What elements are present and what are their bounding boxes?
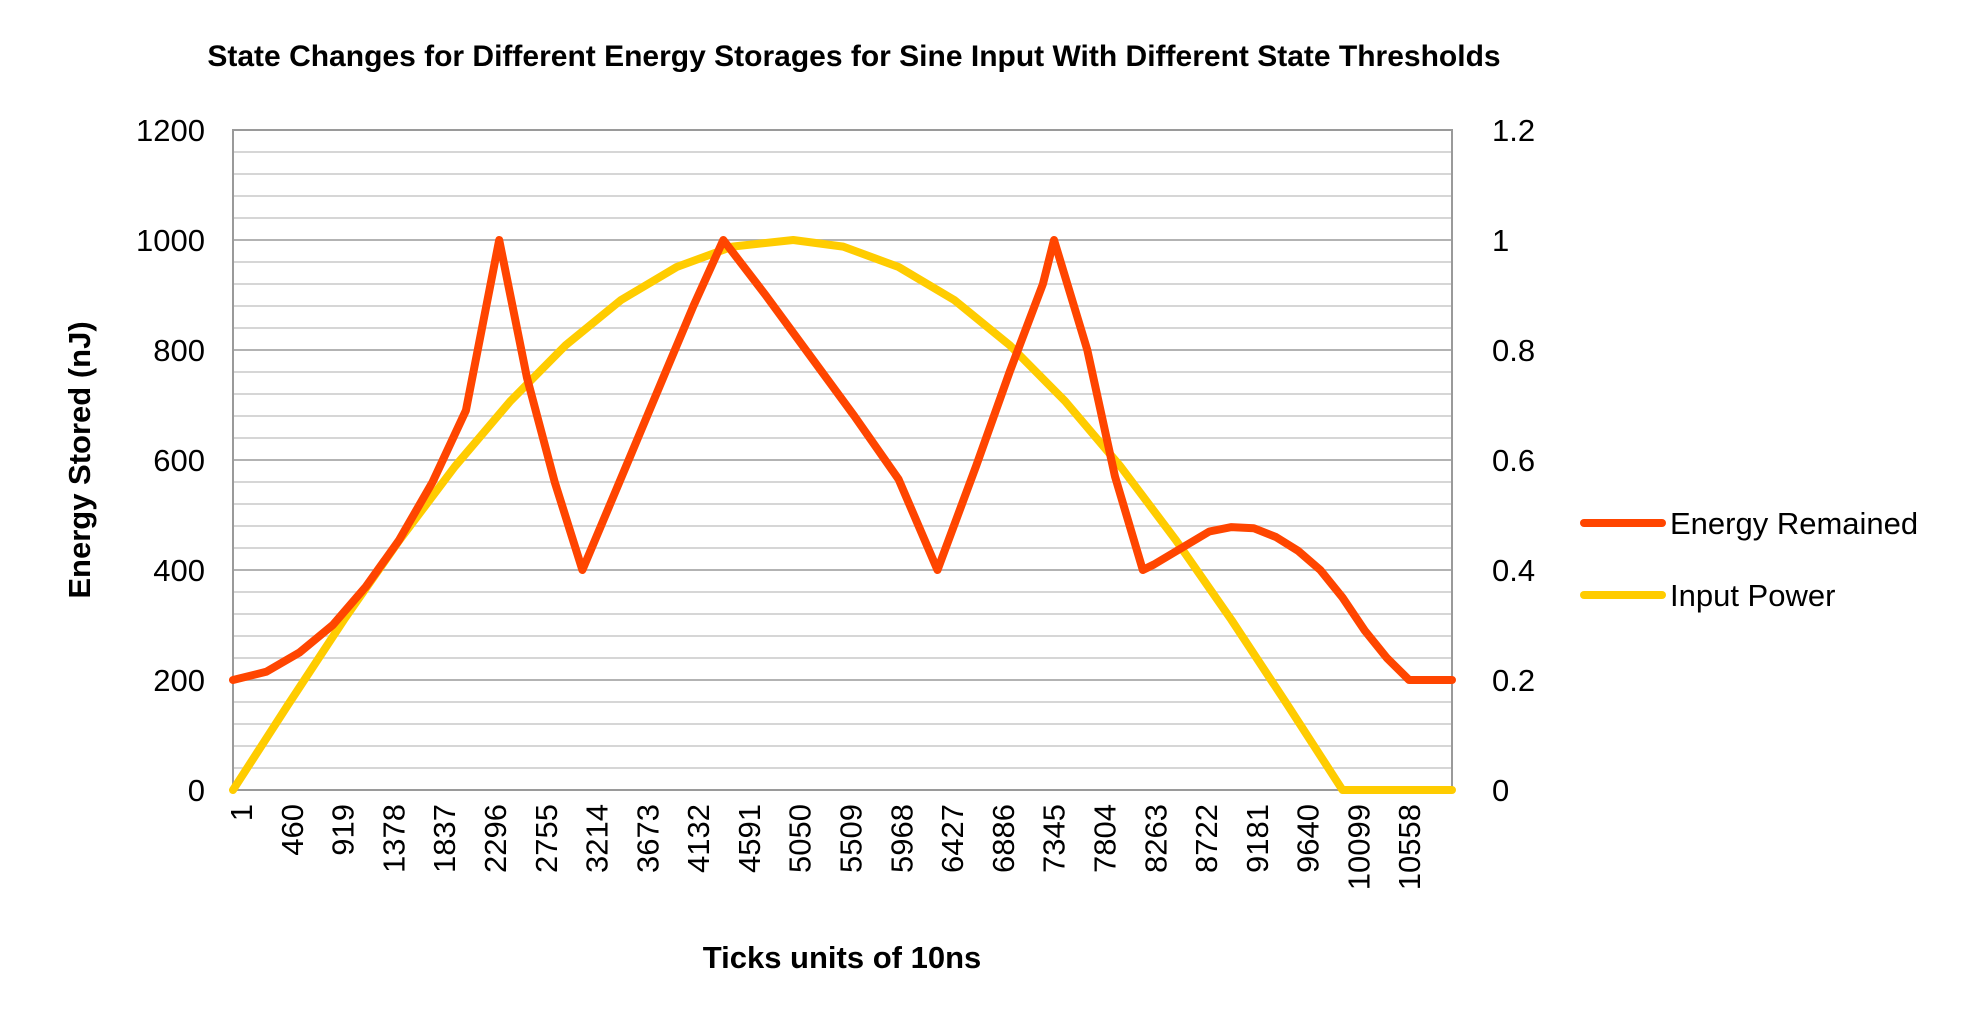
x-tick-label: 3673 [630,804,665,873]
series-layer [229,236,1456,794]
y-axis-right: 0 0.2 0.4 0.6 0.8 1 1.2 [1492,113,1535,808]
y-tick-label: 400 [153,553,205,588]
x-tick-label: 9640 [1291,804,1326,873]
y-axis-title: Energy Stored (nJ) [62,321,97,598]
x-tick-label: 4132 [681,804,716,873]
x-tick-label: 460 [275,804,310,856]
x-tick-label: 10099 [1341,804,1376,890]
x-tick-label: 1837 [427,804,462,873]
y2-tick-label: 0.6 [1492,443,1535,478]
series-line-energy-remained [229,236,1456,684]
x-tick-label: 2296 [478,804,513,873]
y2-tick-label: 0 [1492,773,1509,808]
x-tick-label: 5968 [884,804,919,873]
legend-label: Energy Remained [1670,506,1918,541]
x-tick-label: 7345 [1037,804,1072,873]
y2-tick-label: 1 [1492,223,1509,258]
y-tick-label: 1200 [136,113,205,148]
y-tick-label: 200 [153,663,205,698]
x-axis: 1 460 919 1378 1837 2296 2755 3214 3673 4132 4591 5… [224,804,1427,890]
x-tick-label: 2755 [529,804,564,873]
y-tick-label: 0 [188,773,205,808]
x-tick-label: 7804 [1087,804,1122,873]
y2-tick-label: 1.2 [1492,113,1535,148]
x-tick-label: 919 [326,804,361,856]
x-tick-label: 5050 [783,804,818,873]
y-tick-label: 800 [153,333,205,368]
y-tick-label: 600 [153,443,205,478]
series-line-input-power [229,236,1456,794]
x-tick-label: 9181 [1240,804,1275,873]
x-tick-label: 3214 [580,804,615,873]
y2-tick-label: 0.2 [1492,663,1535,698]
chart-title: State Changes for Different Energy Stora… [207,40,1500,73]
y-axis-left: 0 200 400 600 800 1000 1200 [136,113,205,808]
x-tick-label: 1378 [376,804,411,873]
y2-tick-label: 0.4 [1492,553,1535,588]
x-tick-label: 4591 [732,804,767,873]
x-tick-label: 8263 [1138,804,1173,873]
x-tick-label: 5509 [834,804,869,873]
legend: Energy Remained Input Power [1580,506,1918,613]
x-axis-title: Ticks units of 10ns [703,940,982,975]
plot-area-frame [232,129,1453,791]
x-tick-label: 1 [224,804,259,821]
y-tick-label: 1000 [136,223,205,258]
x-tick-label: 6886 [986,804,1021,873]
x-tick-label: 10558 [1392,804,1427,890]
y2-tick-label: 0.8 [1492,333,1535,368]
x-tick-label: 6427 [935,804,970,873]
x-tick-label: 8722 [1189,804,1224,873]
legend-label: Input Power [1670,578,1835,613]
